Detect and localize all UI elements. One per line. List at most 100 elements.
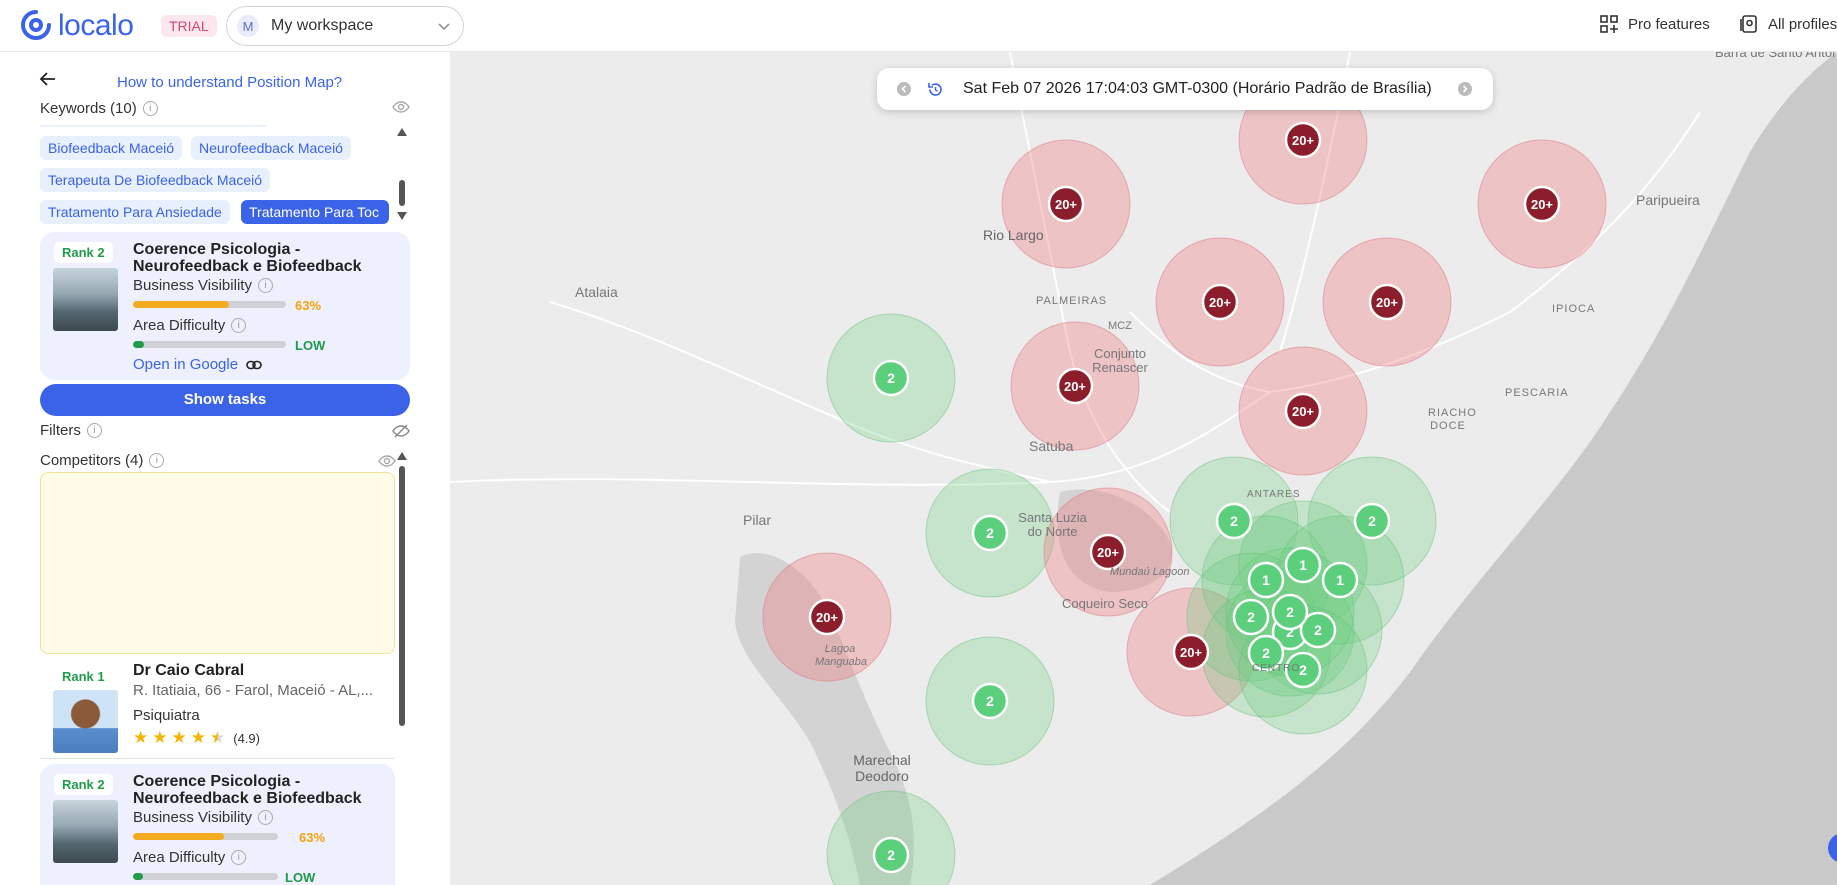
profiles-icon [1740,15,1757,33]
rank-pin-label: 2 [1230,513,1238,529]
place-label: IPIOCA [1552,303,1596,315]
rating: ★ ★ ★ ★ ★ (4.9) [133,728,260,748]
chat-button[interactable] [1828,833,1837,863]
difficulty-label: Area Difficulty i [133,317,247,334]
rank-pin[interactable] [1353,502,1391,540]
keyword-chip-selected[interactable]: Tratamento Para Toc [241,200,389,224]
rank-pin-label: 2 [1262,645,1270,661]
position-map[interactable]: 20+ 20+ 20+ 20+ 20+ 2 20+ 20+ 2 20+ 2 2 20+ 20+ 2 2 1 1 1 2… [450,52,1837,885]
info-icon[interactable]: i [231,850,247,865]
keywords-scrollbar[interactable] [399,180,405,206]
competitor-item[interactable]: Rank 1 Dr Caio Cabral R. Itatiaia, 66 - … [40,662,395,812]
star-icon: ★ [133,728,149,747]
rank-pin[interactable] [1368,283,1406,321]
business-card: Rank 2 Coerence Psicologia - Neurofeedba… [40,232,410,380]
history-icon[interactable] [927,81,944,98]
scroll-up-icon[interactable] [397,128,407,136]
open-in-google-link[interactable]: Open in Google [133,356,262,373]
star-icon: ★ [190,728,206,747]
keyword-chip[interactable]: Neurofeedback Maceió [191,136,351,160]
rank-pin[interactable] [1299,611,1337,649]
back-arrow-icon[interactable] [38,69,58,89]
place-label: Barra de Santo Antônio [1715,52,1837,60]
business-name: Coerence Psicologia - Neurofeedback e Bi… [133,241,362,275]
info-icon[interactable]: i [231,318,247,333]
place-label: Lagoa Manguaba [815,643,867,668]
rank-pin[interactable] [1215,502,1253,540]
visibility-bar-fill [133,833,225,840]
rank-pin-label: 1 [1262,572,1270,588]
competitors-scrollbar[interactable] [399,466,405,726]
show-tasks-button[interactable]: Show tasks [40,384,410,416]
next-icon[interactable] [1457,81,1473,97]
chevron-down-icon [438,23,450,31]
rank-pin[interactable] [1089,533,1127,571]
rank-pin-label: 20+ [1055,197,1077,212]
difficulty-label: Area Difficulty i [133,849,247,866]
all-profiles-button[interactable]: All profiles [1740,15,1837,33]
difficulty-bar [133,341,286,348]
rank-pin[interactable] [1232,598,1270,636]
rank-pin[interactable] [1284,392,1322,430]
competitors-title-text: Competitors (4) [40,452,144,469]
localo-logo[interactable]: localo [18,8,134,44]
rank-pin[interactable] [1284,121,1322,159]
rank-pin[interactable] [872,836,910,874]
rank-pin[interactable] [872,359,910,397]
prev-icon[interactable] [896,81,912,97]
eye-off-icon[interactable] [392,424,410,438]
rank-pin[interactable] [971,682,1009,720]
workspace-selector[interactable]: M My workspace [226,6,464,46]
visibility-label-text: Business Visibility [133,277,252,294]
difficulty-bar-fill [133,341,144,348]
rank-pin[interactable] [1271,593,1309,631]
grid-icon [1600,15,1618,33]
keyword-chip[interactable]: Tratamento Para Ansiedade [40,200,230,224]
place-label: Mundaú Lagoon [1110,566,1190,578]
trial-badge: TRIAL [161,15,217,37]
visibility-value: 63% [295,298,322,313]
competitors-title: Competitors (4) i [40,452,165,469]
rank-pin[interactable] [1321,561,1359,599]
howto-link[interactable]: How to understand Position Map? [117,74,343,91]
info-icon[interactable]: i [257,278,273,293]
place-label: Coqueiro Seco [1062,596,1148,611]
rank-pin[interactable] [971,514,1009,552]
info-icon[interactable]: i [257,810,273,825]
info-icon[interactable]: i [149,453,165,468]
rank-pin-label: 2 [887,847,895,863]
info-icon[interactable]: i [142,101,158,116]
difficulty-value: LOW [285,870,316,885]
keyword-chip[interactable]: Terapeuta De Biofeedback Maceió [40,168,271,192]
sidebar: How to understand Position Map? Keywords… [0,52,450,885]
link-icon [246,360,262,369]
keyword-chip[interactable]: Biofeedback Maceió [40,136,183,160]
difficulty-label-text: Area Difficulty [133,317,226,334]
rank-pin[interactable] [1284,651,1322,689]
eye-icon[interactable] [392,100,410,114]
place-label: ANTARES [1247,489,1301,500]
rank-pin[interactable] [1172,633,1210,671]
rank-pin[interactable] [1247,561,1285,599]
sea-area [1150,52,1837,885]
rank-pin[interactable] [1284,546,1322,584]
rank-badge: Rank 2 [54,774,113,795]
competitor-item[interactable]: Rank 2 Coerence Psicologia - Neurofeedba… [40,764,395,885]
pro-features-button[interactable]: Pro features [1600,15,1710,33]
timestamp-text: Sat Feb 07 2026 17:04:03 GMT-0300 (Horár… [963,80,1432,97]
rank-pin[interactable] [1523,185,1561,223]
difficulty-value: LOW [295,338,326,353]
place-label: PESCARIA [1505,387,1569,399]
place-label: Paripueira [1636,192,1700,208]
info-icon[interactable]: i [86,423,102,438]
rank-pin[interactable] [1201,283,1239,321]
keywords-divider [40,125,266,127]
rank-pin[interactable] [1247,634,1285,672]
eye-icon[interactable] [378,454,396,468]
scroll-up-icon[interactable] [397,452,407,460]
rank-pin[interactable] [808,598,846,636]
rank-pin[interactable] [1056,367,1094,405]
rank-pin[interactable] [1047,185,1085,223]
scroll-down-icon[interactable] [397,212,407,220]
